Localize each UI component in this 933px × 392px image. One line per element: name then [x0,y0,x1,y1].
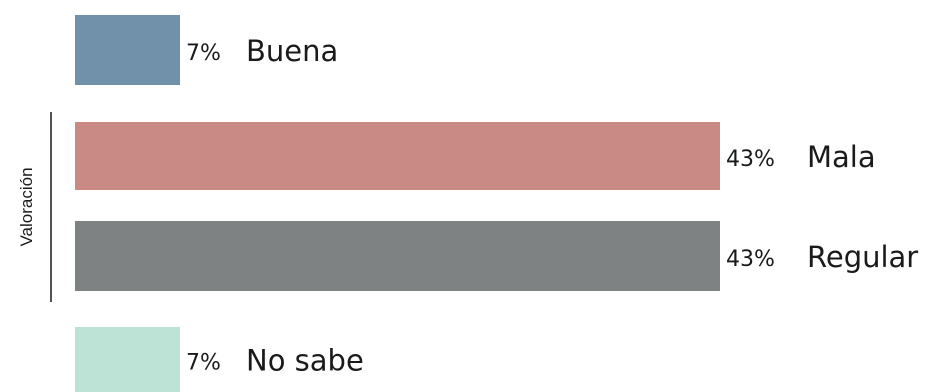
bar-mala [75,122,720,190]
category-label: Buena [246,34,338,68]
bar-no-sabe [75,327,180,392]
value-label: 7% [186,41,221,66]
category-label: Regular [807,240,918,274]
value-label: 43% [726,147,775,172]
bar-regular [75,221,720,291]
bar-buena [75,15,180,85]
category-label: No sabe [246,344,364,378]
bars-group: 7% Buena 43% Mala 43% Regular 7% No sabe [75,15,918,392]
value-label: 7% [186,351,221,376]
category-label: Mala [807,140,876,174]
y-axis-title: Valoración [17,167,36,246]
value-label: 43% [726,247,775,272]
